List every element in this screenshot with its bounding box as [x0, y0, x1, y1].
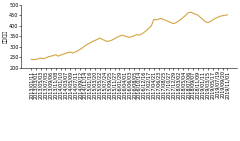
Y-axis label: （元/吨）: （元/吨） — [3, 30, 8, 43]
